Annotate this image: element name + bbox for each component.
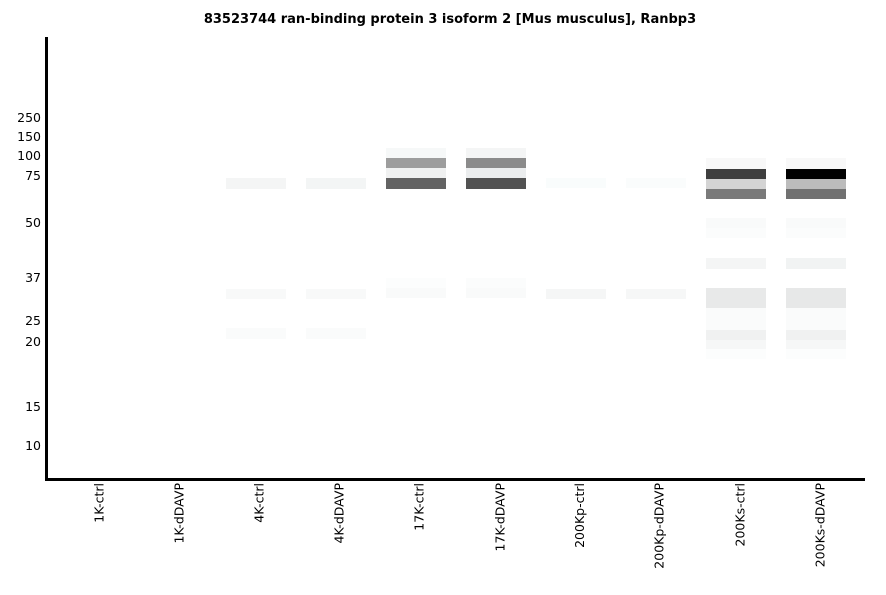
blot-band <box>786 228 846 238</box>
blot-band <box>306 328 366 339</box>
blot-band <box>706 179 766 189</box>
blot-band <box>786 169 846 179</box>
lane-label-200Ks-ctrl: 200Ks-ctrl <box>732 483 747 547</box>
blot-band <box>386 168 446 178</box>
blot-band <box>786 308 846 330</box>
blot-band <box>786 340 846 349</box>
blot-band <box>226 178 286 189</box>
blot-band <box>786 158 846 169</box>
blot-band <box>706 169 766 179</box>
blot-band <box>466 168 526 178</box>
blot-band <box>626 178 686 188</box>
lane-label-17K-ctrl: 17K-ctrl <box>412 483 427 531</box>
blot-band <box>386 278 446 288</box>
lane-label-200Ks-dDAVP: 200Ks-dDAVP <box>812 483 827 568</box>
blot-band <box>706 158 766 169</box>
blot-band <box>706 340 766 349</box>
blot-band <box>386 288 446 298</box>
blot-band <box>386 158 446 168</box>
blot-band <box>786 288 846 308</box>
blot-band <box>706 189 766 199</box>
blot-band <box>226 289 286 299</box>
blot-band <box>546 178 606 188</box>
blot-band <box>386 148 446 158</box>
blot-band <box>626 289 686 299</box>
blot-band <box>706 228 766 238</box>
lane-label-1K-ctrl: 1K-ctrl <box>92 483 107 523</box>
y-tick-label-15: 15 <box>25 399 41 414</box>
blot-band <box>706 218 766 228</box>
blot-band <box>546 289 606 299</box>
y-tick-label-10: 10 <box>25 438 41 453</box>
blot-band <box>786 349 846 359</box>
lane-label-17K-dDAVP: 17K-dDAVP <box>492 483 507 552</box>
blot-band <box>706 308 766 330</box>
blot-band <box>306 289 366 299</box>
y-tick-label-250: 250 <box>17 110 41 125</box>
blot-band <box>786 258 846 269</box>
lane-label-1K-dDAVP: 1K-dDAVP <box>172 483 187 544</box>
blot-band <box>466 158 526 168</box>
y-tick-label-37: 37 <box>25 270 41 285</box>
blot-band <box>306 178 366 189</box>
y-tick-label-100: 100 <box>17 148 41 163</box>
x-axis-line <box>45 478 865 481</box>
blot-band <box>226 328 286 339</box>
lane-label-4K-dDAVP: 4K-dDAVP <box>332 483 347 544</box>
y-axis-line <box>45 37 48 481</box>
lane-label-200Kp-ctrl: 200Kp-ctrl <box>572 483 587 548</box>
blot-band <box>706 288 766 308</box>
lane-label-200Kp-dDAVP: 200Kp-dDAVP <box>652 483 667 569</box>
blot-band <box>786 218 846 228</box>
blot-band <box>706 330 766 340</box>
blot-band <box>466 278 526 288</box>
lane-label-4K-ctrl: 4K-ctrl <box>252 483 267 523</box>
y-tick-label-50: 50 <box>25 215 41 230</box>
y-tick-label-20: 20 <box>25 334 41 349</box>
y-tick-label-150: 150 <box>17 129 41 144</box>
blot-band <box>466 148 526 158</box>
y-tick-label-25: 25 <box>25 313 41 328</box>
blot-band <box>466 178 526 189</box>
chart-title: 83523744 ran-binding protein 3 isoform 2… <box>203 12 697 27</box>
y-tick-label-75: 75 <box>25 168 41 183</box>
blot-band <box>786 189 846 199</box>
blot-band <box>786 179 846 189</box>
blot-band <box>706 349 766 359</box>
blot-band <box>386 178 446 189</box>
blot-band <box>706 258 766 269</box>
blot-band <box>786 330 846 340</box>
blot-band <box>466 288 526 298</box>
